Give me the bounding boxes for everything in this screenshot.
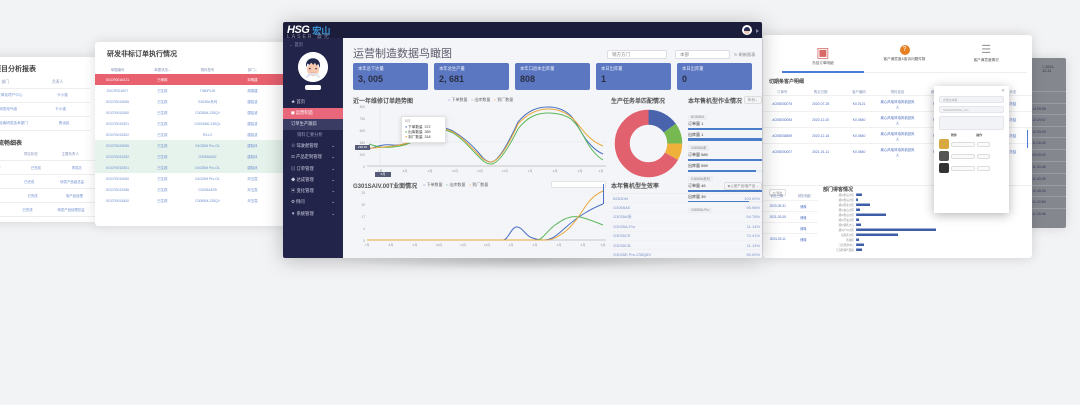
svg-text:11月: 11月: [460, 243, 466, 247]
svg-text:9月: 9月: [413, 243, 418, 247]
svg-text:12月: 12月: [502, 169, 508, 173]
svg-text:郑州开发大区: 郑州开发大区: [838, 218, 854, 222]
svg-text:4月: 4月: [599, 169, 604, 173]
svg-text:1月: 1月: [509, 243, 514, 247]
svg-text:300: 300: [360, 153, 366, 157]
svg-text:17: 17: [361, 215, 365, 219]
svg-text:2月: 2月: [533, 243, 538, 247]
svg-text:郑州售后大区: 郑州售后大区: [838, 213, 854, 217]
svg-text:750: 750: [360, 117, 366, 121]
svg-text:3月: 3月: [557, 243, 562, 247]
svg-text:4月: 4月: [581, 243, 586, 247]
svg-text:9月: 9月: [428, 169, 433, 173]
svg-text:郑州售后大区: 郑州售后大区: [838, 193, 854, 197]
svg-text:郑州白山大区: 郑州白山大区: [838, 208, 854, 212]
svg-text:4: 4: [363, 227, 365, 231]
svg-text:5月: 5月: [601, 243, 606, 247]
svg-text:江苏经销中江: 江苏经销中江: [838, 243, 854, 247]
svg-text:20: 20: [361, 203, 365, 207]
svg-text:3月: 3月: [578, 169, 583, 173]
svg-text:10月: 10月: [436, 243, 442, 247]
svg-text:郑州西北大区: 郑州西北大区: [838, 203, 854, 207]
svg-text:8月: 8月: [403, 169, 408, 173]
svg-text:乾城区: 乾城区: [846, 238, 854, 242]
svg-text:郑州销售大汪: 郑州销售大汪: [838, 223, 854, 227]
svg-text:11月: 11月: [477, 169, 483, 173]
svg-text:东胜区大区: 东胜区大区: [841, 233, 854, 237]
svg-text:1月: 1月: [528, 169, 533, 173]
svg-text:2月: 2月: [553, 169, 558, 173]
svg-text:10月: 10月: [452, 169, 458, 173]
svg-text:郑州广州大区: 郑州广州大区: [838, 228, 854, 232]
svg-text:600: 600: [360, 129, 366, 133]
svg-text:8月: 8月: [389, 243, 394, 247]
svg-text:7月: 7月: [365, 243, 370, 247]
svg-text:12月: 12月: [484, 243, 490, 247]
svg-text:25: 25: [361, 191, 365, 195]
svg-text:郑州售后大区: 郑州售后大区: [838, 198, 854, 202]
svg-text:江苏经销代理商: 江苏经销代理商: [836, 248, 855, 252]
svg-text:0: 0: [363, 165, 365, 169]
svg-text:800: 800: [360, 105, 366, 109]
